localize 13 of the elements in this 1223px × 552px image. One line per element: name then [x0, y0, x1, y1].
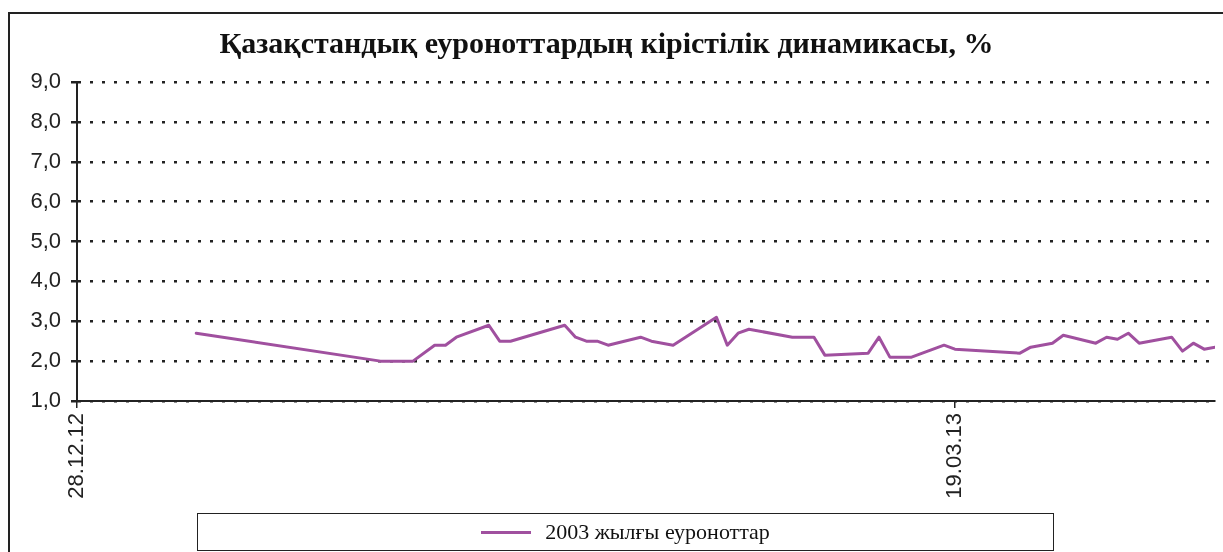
y-tick-label: 7,0 — [30, 147, 61, 173]
y-tick-label: 2,0 — [30, 347, 61, 373]
y-tick-label: 3,0 — [30, 307, 61, 333]
y-tick-label: 8,0 — [30, 107, 61, 133]
y-tick-label: 4,0 — [30, 267, 61, 293]
y-tick-label: 9,0 — [30, 68, 61, 94]
y-tick-label: 6,0 — [30, 187, 61, 213]
x-tick-label: 19.03.13 — [940, 413, 966, 499]
y-tick-label: 5,0 — [30, 227, 61, 253]
chart-title: Қазақстандық еуроноттардың кірістілік динамикасы, % — [218, 26, 995, 60]
y-tick-label: 1,0 — [30, 387, 61, 413]
x-tick-label: 28.12.12 — [63, 413, 89, 499]
legend-label: 2003 жылғы еуроноттар — [545, 519, 770, 545]
